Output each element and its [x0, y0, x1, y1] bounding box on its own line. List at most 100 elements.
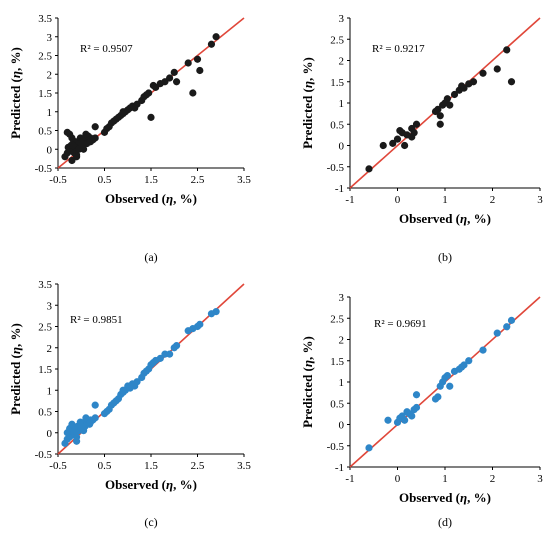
- y-tick-label: 3: [47, 300, 53, 312]
- data-point: [77, 422, 85, 430]
- data-point: [460, 361, 468, 369]
- data-point: [68, 134, 76, 142]
- x-tick-label: -1: [345, 194, 354, 206]
- data-point: [460, 84, 468, 92]
- r2-label: R² = 0.9217: [372, 43, 425, 55]
- x-tick-label: 0.5: [98, 174, 112, 186]
- y-tick-label: 3: [339, 292, 345, 304]
- data-point: [401, 416, 409, 424]
- data-point: [193, 55, 202, 63]
- data-point: [365, 165, 373, 173]
- panel-c: -0.5 0 0.5 1 1.5 2 2.5 3 3.5 -0.5 0.5 1.5 2.5 3.5 R² …: [8, 279, 251, 529]
- y-tick-label: 1.5: [38, 364, 52, 376]
- data-point: [166, 74, 174, 82]
- y-tick-label: 3.5: [38, 279, 52, 291]
- scatter-points: [349, 17, 541, 189]
- y-tick-label: 0.5: [38, 407, 52, 419]
- y-tick-label: -1: [335, 462, 344, 474]
- data-point: [434, 105, 442, 113]
- y-tick-label: -0.5: [327, 441, 345, 453]
- y-tick-label: -0.5: [327, 162, 345, 174]
- plot-frame: -0.5 0 0.5 1 1.5 2 2.5 3 3.5 -0.5 0.5 1.5 2.5 3.5: [35, 13, 252, 186]
- data-point: [436, 120, 444, 128]
- y-axis-title: Predicted (η, %): [300, 57, 315, 149]
- y-tick-label: 2.5: [330, 313, 344, 325]
- y-tick-label: 1.5: [330, 77, 344, 89]
- data-point: [446, 101, 454, 109]
- data-point: [69, 141, 77, 150]
- panel-caption: (a): [144, 250, 157, 264]
- data-point: [82, 414, 90, 422]
- data-point: [412, 391, 421, 399]
- data-point: [91, 401, 99, 409]
- data-point: [410, 129, 418, 137]
- data-point: [77, 140, 85, 148]
- panel-caption: (c): [144, 515, 157, 529]
- y-tick-label: 0: [47, 144, 53, 156]
- data-point: [507, 78, 516, 86]
- data-point: [147, 113, 155, 121]
- x-axis-title: Observed (η, %): [105, 191, 197, 206]
- y-tick-label: 1: [339, 98, 345, 110]
- data-point: [207, 40, 216, 48]
- x-tick-label: 1: [442, 473, 448, 485]
- data-point: [119, 108, 127, 116]
- y-tick-label: 1: [47, 385, 53, 397]
- y-tick-label: 0.5: [330, 398, 344, 410]
- data-point: [479, 69, 487, 77]
- y-tick-label: 2: [339, 335, 345, 347]
- y-tick-label: 2.5: [38, 322, 52, 334]
- data-point: [145, 89, 153, 97]
- data-point: [73, 433, 81, 441]
- data-point: [503, 323, 511, 331]
- y-tick-label: 1: [47, 107, 53, 119]
- data-point: [507, 316, 516, 324]
- y-tick-label: 2.5: [38, 51, 52, 63]
- y-tick-label: 3: [339, 13, 345, 25]
- data-point: [172, 78, 181, 86]
- y-tick-label: 2: [47, 69, 53, 81]
- x-tick-label: 1.5: [144, 460, 158, 472]
- y-tick-label: 1.5: [38, 88, 52, 100]
- data-point: [479, 346, 487, 354]
- x-tick-label: 0.5: [98, 460, 112, 472]
- panel-a: -0.5 0 0.5 1 1.5 2 2.5 3 3.5 -0.5 0.5 1.5 2.5 3.5 R² …: [8, 13, 251, 264]
- data-point: [119, 386, 127, 394]
- y-tick-label: 3.5: [38, 13, 52, 25]
- data-point: [384, 416, 392, 424]
- y-tick-label: -1: [335, 183, 344, 195]
- panel-caption: (b): [438, 250, 452, 264]
- x-tick-label: -1: [345, 473, 354, 485]
- x-tick-label: 0: [395, 473, 401, 485]
- data-point: [70, 427, 78, 435]
- y-tick-label: 0: [47, 428, 53, 440]
- x-tick-label: 3.5: [237, 174, 251, 186]
- data-point: [393, 135, 402, 143]
- y-axis-title: Predicted (η, %): [8, 47, 23, 139]
- data-point: [133, 378, 141, 386]
- data-point: [189, 89, 197, 97]
- data-point: [365, 444, 373, 452]
- data-point: [68, 156, 76, 165]
- y-tick-label: 2.5: [330, 34, 344, 46]
- panel-d: -1 -0.5 0 0.5 1 1.5 2 2.5 3 -1 0 1 2 3 R² = 0.9691 Ob…: [300, 292, 543, 529]
- x-tick-label: 3: [537, 194, 543, 206]
- data-point: [166, 350, 174, 358]
- data-point: [212, 308, 220, 316]
- y-tick-label: -0.5: [35, 163, 53, 175]
- x-tick-label: -0.5: [49, 174, 67, 186]
- data-point: [196, 66, 204, 75]
- data-point: [443, 372, 451, 380]
- data-point: [493, 329, 501, 337]
- data-point: [408, 412, 416, 420]
- data-point: [389, 139, 397, 147]
- y-tick-label: 1: [339, 377, 345, 389]
- data-point: [91, 134, 99, 142]
- plot-frame: -0.5 0 0.5 1 1.5 2 2.5 3 3.5 -0.5 0.5 1.5 2.5 3.5: [35, 279, 252, 472]
- y-tick-label: 0: [339, 141, 345, 153]
- y-axis-title: Predicted (η, %): [300, 336, 315, 428]
- data-point: [170, 68, 178, 76]
- y-tick-label: 0.5: [330, 119, 344, 131]
- panel-b: -1 -0.5 0 0.5 1 1.5 2 2.5 3 -1 0 1 2 3 R² = 0.9217 Ob…: [300, 13, 543, 264]
